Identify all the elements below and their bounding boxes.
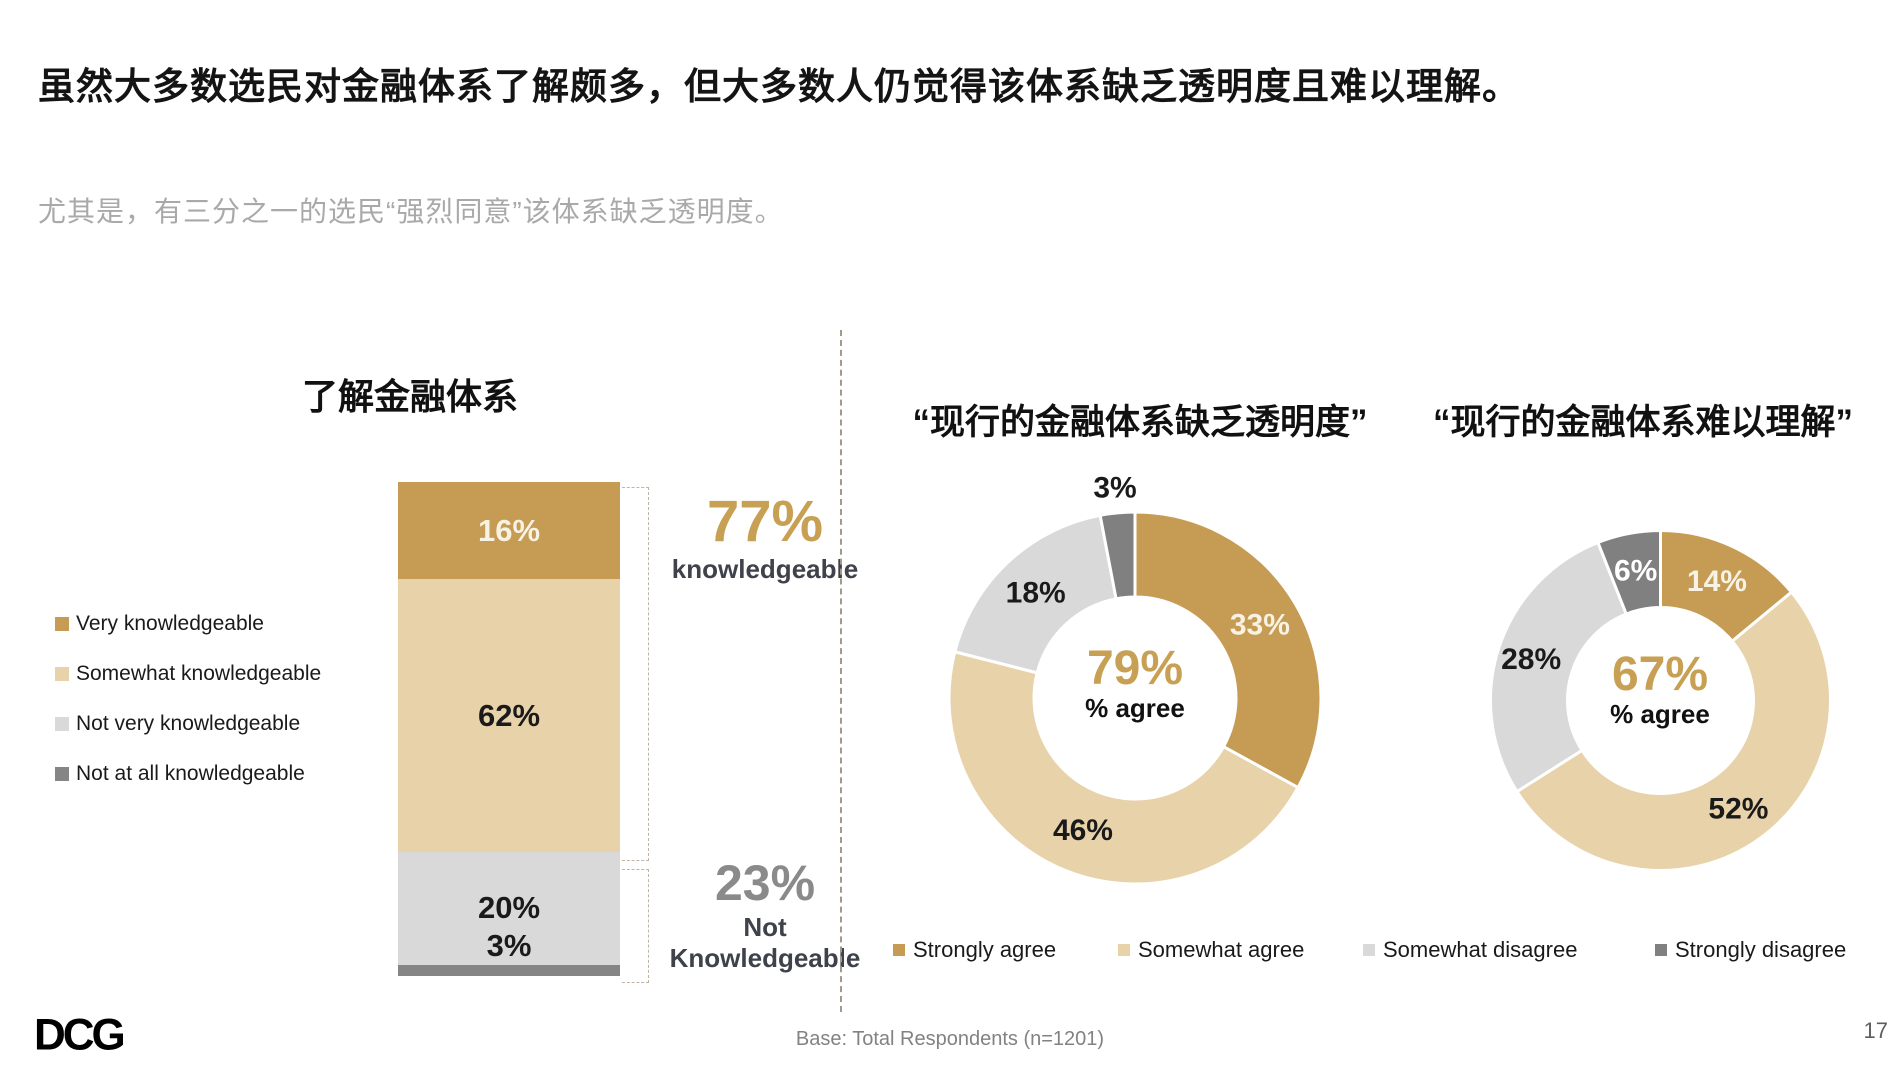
bar-segment-not-at-all-knowledgeable: 3% [398, 928, 620, 977]
base-note: Base: Total Respondents (n=1201) [795, 1028, 1105, 1050]
donut1-center-value: 79% [1086, 642, 1184, 695]
legend-item-somewhat-knowledgeable: Somewhat knowledgeable [55, 662, 321, 686]
annotation-knowledgeable: 77% knowledgeable [650, 492, 880, 585]
annotation-knowledgeable-label: knowledgeable [671, 554, 859, 585]
donut-slice-strongly-agree [1133, 510, 1323, 790]
donut1-center-text: 79% % agree [1025, 642, 1245, 723]
legend-label: Somewhat agree [1138, 937, 1305, 962]
legend-swatch [55, 717, 69, 731]
legend-item-very-knowledgeable: Very knowledgeable [55, 612, 321, 636]
stacked-bar-chart: 16% 62% 20% 3% [398, 482, 620, 977]
donut-slice-label: 46% [1053, 814, 1113, 847]
annotation-not-knowledgeable-value: 23% [714, 855, 816, 911]
annotation-not-knowledgeable: 23% Not Knowledgeable [650, 858, 880, 974]
legend-swatch [55, 667, 69, 681]
donut-legend-item-strongly-agree: Strongly agree [893, 937, 1056, 963]
legend-label: Somewhat knowledgeable [76, 662, 322, 685]
legend-label: Not very knowledgeable [76, 712, 301, 735]
legend-label: Strongly agree [913, 937, 1057, 962]
donut-slice-label: 3% [1093, 471, 1136, 504]
donut-slice-label: 33% [1230, 609, 1290, 642]
bar-chart-legend: Very knowledgeable Somewhat knowledgeable… [55, 612, 321, 786]
donut-slice-somewhat-agree [947, 649, 1301, 886]
legend-label: Somewhat disagree [1383, 937, 1578, 962]
legend-item-not-very-knowledgeable: Not very knowledgeable [55, 712, 321, 736]
donut-slice-label: 52% [1708, 792, 1768, 825]
donut2-center-value: 67% [1611, 648, 1709, 701]
donut-slice-strongly-disagree [1098, 510, 1137, 601]
legend-swatch [893, 944, 905, 956]
donut-slice-label: 6% [1614, 555, 1657, 588]
page-number: 17 [1863, 1018, 1888, 1043]
bar-segment-value: 20% [477, 890, 541, 926]
slide-title: 虽然大多数选民对金融体系了解颇多，但大多数人仍觉得该体系缺乏透明度且难以理解。 [38, 66, 1520, 107]
bar-segment-value: 3% [486, 927, 532, 963]
legend-swatch [1655, 944, 1667, 956]
donut1-center-label: % agree [1085, 692, 1185, 723]
donut-slice-somewhat-disagree [953, 513, 1118, 675]
donut-slice-label: 18% [1006, 577, 1066, 610]
donut2-center-label: % agree [1610, 698, 1710, 729]
bar-segment-very-knowledgeable: 16% [398, 482, 620, 580]
legend-swatch [1118, 944, 1130, 956]
annotation-knowledgeable-value: 77% [706, 489, 824, 554]
legend-swatch [55, 767, 69, 781]
donut-slice-somewhat-agree [1514, 590, 1832, 872]
section-divider-dashed-line [840, 330, 842, 1012]
legend-label: Very knowledgeable [76, 612, 264, 635]
donut-slice-label: 28% [1501, 643, 1561, 676]
legend-swatch [1363, 944, 1375, 956]
legend-swatch [55, 617, 69, 631]
donut-legend-item-strongly-disagree: Strongly disagree [1655, 937, 1846, 963]
dcg-logo: DCG [34, 1009, 126, 1060]
bracket-knowledgeable [622, 487, 649, 861]
bar-segment-value: 62% [477, 697, 541, 733]
legend-label: Strongly disagree [1675, 937, 1847, 962]
bar-segment-not-very-knowledgeable: 20% [398, 852, 620, 965]
slide-subtitle: 尤其是，有三分之一的选民“强烈同意”该体系缺乏透明度。 [38, 196, 784, 227]
bar-segment-value: 16% [477, 512, 541, 548]
donut1-title: “现行的金融体系缺乏透明度” [912, 403, 1368, 442]
legend-label: Not at all knowledgeable [76, 762, 305, 785]
donut-slice-strongly-disagree [1595, 528, 1662, 616]
donut2-center-text: 67% % agree [1550, 648, 1770, 729]
annotation-not-knowledgeable-label: Not Knowledgeable [669, 912, 861, 974]
donut-slice-somewhat-disagree [1489, 540, 1629, 794]
bar-segment-somewhat-knowledgeable: 62% [398, 579, 620, 853]
bracket-not-knowledgeable [622, 869, 649, 983]
legend-item-not-at-all-knowledgeable: Not at all knowledgeable [55, 762, 321, 786]
donut-chart-transparency: 33% 46% 18% 3% [947, 471, 1323, 886]
donut-legend-item-somewhat-disagree: Somewhat disagree [1363, 937, 1577, 963]
donut-chart-understanding: 14% 52% 28% 6% [1489, 528, 1832, 872]
donut-legend-item-somewhat-agree: Somewhat agree [1118, 937, 1304, 963]
donut2-title: “现行的金融体系难以理解” [1432, 403, 1853, 442]
bar-chart-title: 了解金融体系 [301, 376, 518, 417]
donut-slice-label: 14% [1687, 565, 1747, 598]
